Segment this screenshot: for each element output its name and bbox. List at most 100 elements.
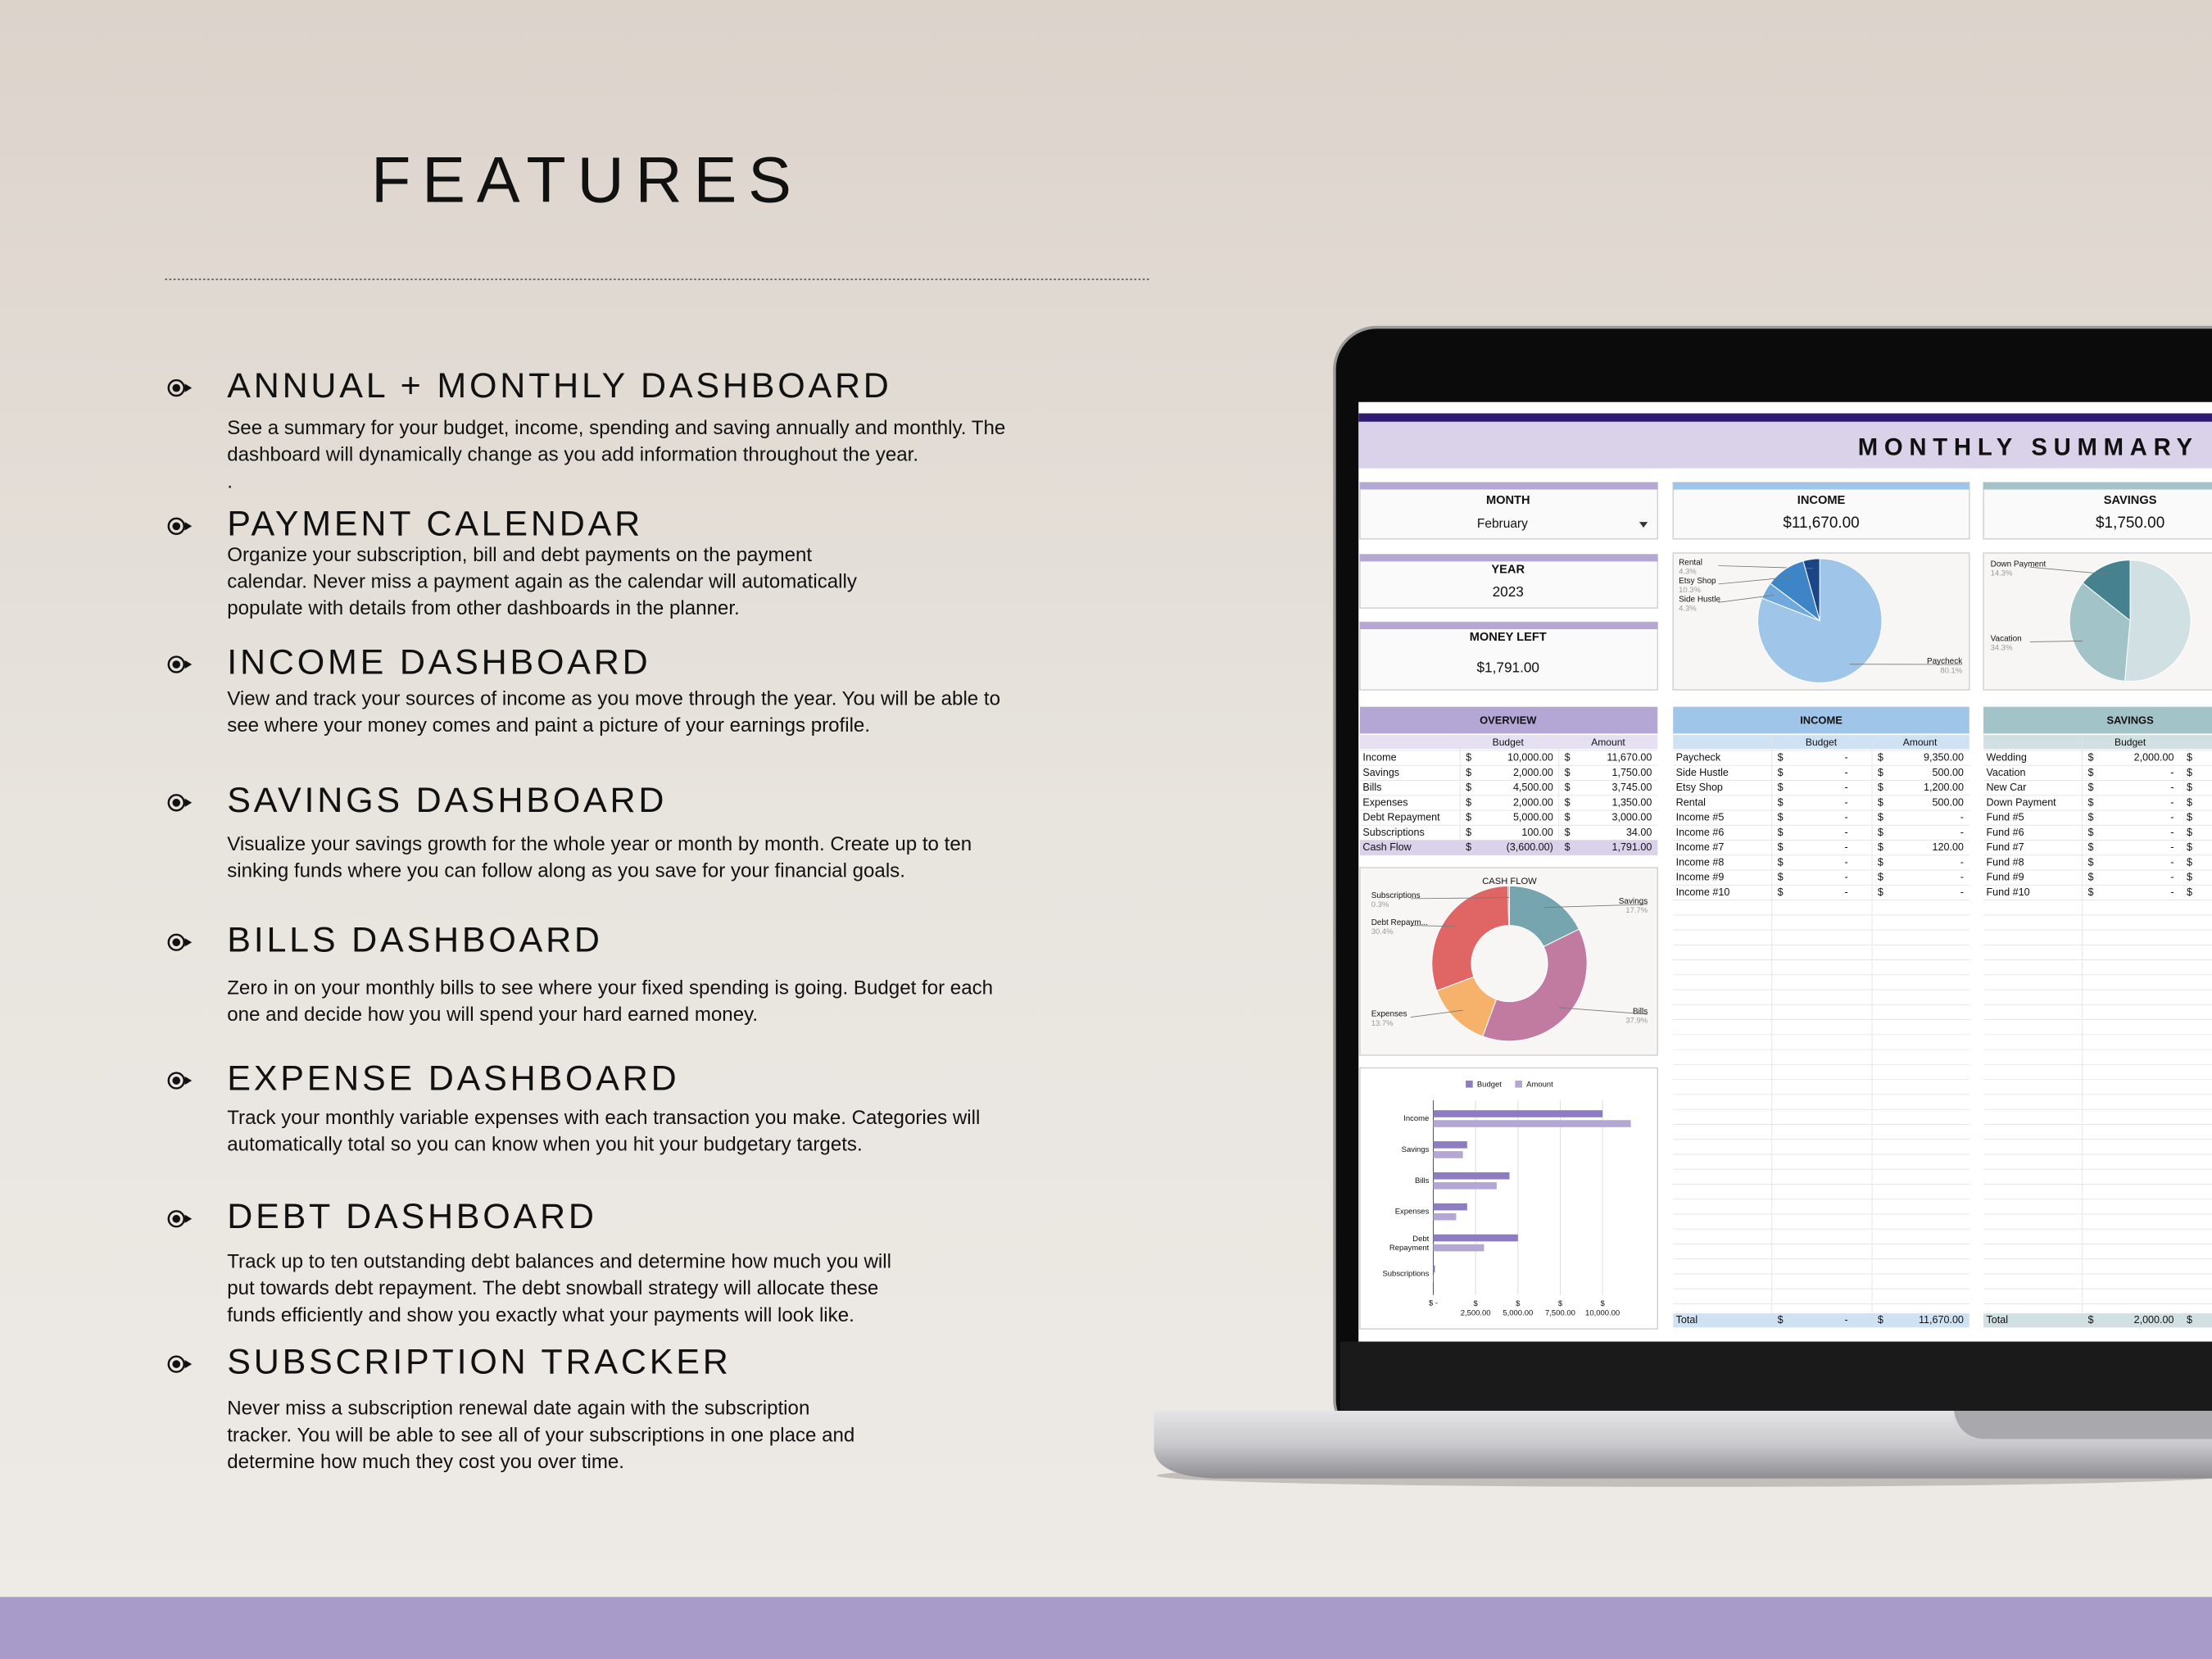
- tick-line: Debt: [1412, 1234, 1429, 1243]
- bullet-dot: [172, 798, 181, 807]
- feature-description: View and track your sources of income as…: [227, 687, 1000, 709]
- cell-value: 100.00: [1521, 827, 1552, 838]
- currency: $: [1778, 812, 1784, 823]
- currency: $: [1878, 782, 1883, 793]
- bullet-dot: [172, 1214, 181, 1223]
- pie-slice: [1482, 928, 1588, 1042]
- card-label: MONTH: [1486, 494, 1530, 507]
- dropdown-arrow: [1639, 522, 1648, 528]
- row-label: Expenses: [1362, 796, 1407, 808]
- chart-box: [1359, 1067, 1658, 1330]
- feature-description: Organize your subscription, bill and deb…: [227, 544, 812, 566]
- leader-line: [1543, 904, 1648, 909]
- cell-value: 120.00: [1933, 841, 1964, 853]
- currency: $: [1466, 827, 1471, 838]
- pie-value-label: 80.1%: [1940, 666, 1962, 675]
- currency: $: [1878, 886, 1883, 898]
- feature-description: Never miss a subscription renewal date a…: [227, 1398, 809, 1420]
- bullet: [167, 1210, 185, 1228]
- tick-line: $: [1516, 1299, 1521, 1308]
- feature: INCOME DASHBOARD View and track your sour…: [167, 642, 1000, 737]
- table-header: [1359, 706, 1658, 734]
- currency: $: [2087, 767, 2093, 778]
- table-subheader: [1359, 735, 1658, 750]
- cell-value: 3,745.00: [1611, 782, 1652, 793]
- cell-value: -: [1960, 827, 1964, 838]
- total-row: [1983, 1313, 2212, 1328]
- bar: [1433, 1234, 1518, 1242]
- currency: $: [2187, 767, 2192, 778]
- footer-band: [0, 1597, 2212, 1659]
- pie-label: Down Payment: [1991, 560, 2047, 569]
- feature-title: DEBT DASHBOARD: [227, 1197, 597, 1236]
- bar: [1433, 1265, 1435, 1273]
- feature-title: SAVINGS DASHBOARD: [227, 781, 667, 820]
- card-stripe: [1359, 622, 1658, 629]
- cell-value: 2,000.00: [2134, 752, 2174, 764]
- row-label: Savings: [1362, 767, 1399, 778]
- bar: [1433, 1275, 1435, 1283]
- currency: $: [2187, 782, 2192, 793]
- currency: $: [1778, 872, 1784, 883]
- card-stripe: [1359, 482, 1658, 490]
- laptop-notch: [1953, 1410, 2212, 1439]
- bullet-arrow: [184, 660, 193, 669]
- currency: $: [2187, 872, 2192, 883]
- row-label: Vacation: [1986, 767, 2025, 778]
- currency: $: [1878, 841, 1883, 853]
- column-header: Amount: [1903, 737, 1938, 748]
- card: [1672, 482, 1970, 540]
- row-label: Fund #6: [1986, 827, 2024, 838]
- pie-label: Etsy Shop: [1679, 577, 1716, 586]
- feature-description: populate with details from other dashboa…: [227, 597, 739, 619]
- y-tick-label: Debt Repayment: [1389, 1234, 1430, 1252]
- currency: $: [1778, 856, 1784, 868]
- feature: BILLS DASHBOARD Zero in on your monthly b…: [167, 921, 993, 1026]
- row-label: Fund #5: [1986, 812, 2024, 823]
- card: [1983, 482, 2212, 540]
- pie-label: Bills: [1633, 1007, 1648, 1016]
- cell-value: -: [1845, 796, 1848, 808]
- cell-value: 9,350.00: [1924, 752, 1964, 764]
- currency: $: [1878, 856, 1883, 868]
- tick-line: $: [1558, 1299, 1563, 1308]
- currency: $: [1565, 841, 1571, 853]
- pie-value-label: 10.3%: [1679, 586, 1701, 595]
- tick-line: 5,000.00: [1503, 1308, 1533, 1317]
- feature-description: sinking funds where you can follow along…: [227, 860, 905, 882]
- tick-line: $: [1474, 1299, 1479, 1308]
- column-header: Budget: [1806, 737, 1838, 748]
- cell-value: 11,670.00: [1607, 752, 1652, 764]
- cell-value: (3,600.00): [1507, 841, 1553, 853]
- table-title: SAVINGS: [2107, 714, 2155, 726]
- table-subheader: [1983, 735, 2212, 750]
- pie-value-label: 13.7%: [1371, 1019, 1394, 1028]
- x-tick-label: $2,500.00: [1461, 1299, 1491, 1317]
- cell-value: 1,350.00: [1611, 796, 1652, 808]
- leader-line: [1718, 577, 1790, 585]
- currency: $: [2087, 872, 2093, 883]
- currency: $: [2087, 886, 2093, 898]
- tick-line: 7,500.00: [1545, 1308, 1575, 1317]
- currency: $: [1878, 752, 1883, 764]
- cell-value: 1,750.00: [1611, 767, 1652, 778]
- page-title: FEATURES: [371, 143, 803, 215]
- cell-value: -: [1845, 856, 1848, 868]
- pie-label: Debt Repaym...: [1371, 918, 1428, 927]
- currency: $: [2087, 812, 2093, 823]
- bullet-dot: [172, 1360, 181, 1368]
- column-header: Budget: [2115, 737, 2146, 748]
- pie-label: Subscriptions: [1371, 891, 1421, 900]
- card-value: $1,750.00: [2096, 514, 2164, 532]
- bullet-dot: [172, 383, 181, 392]
- x-tick-label: $ -: [1429, 1299, 1438, 1308]
- bar: [1433, 1110, 1603, 1117]
- pie-label: Vacation: [1991, 635, 2022, 644]
- cell-value: -: [1960, 872, 1964, 883]
- feature-description: funds efficiently and show you exactly w…: [227, 1304, 854, 1326]
- bar: [1433, 1203, 1467, 1211]
- currency: $: [1778, 782, 1784, 793]
- cell-value: 500.00: [1933, 767, 1964, 778]
